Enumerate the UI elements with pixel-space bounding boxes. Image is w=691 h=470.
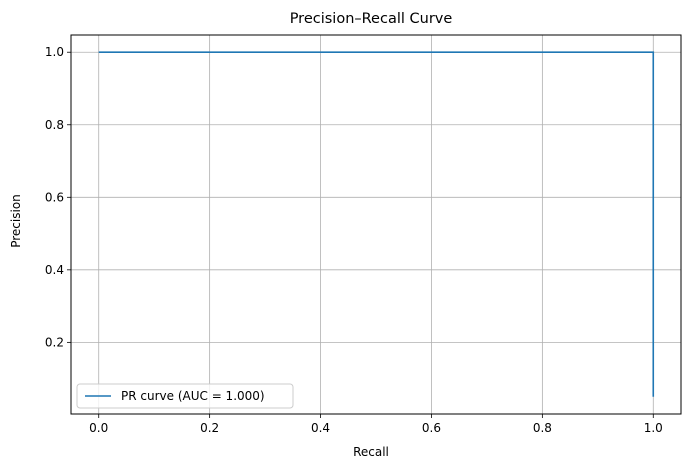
x-tick-label: 0.6 (422, 421, 441, 435)
x-tick-label: 0.8 (533, 421, 552, 435)
legend-box (76, 383, 294, 409)
x-tick-label: 1.0 (644, 421, 663, 435)
y-tick-label: 0.6 (45, 190, 64, 204)
plot-frame (70, 34, 682, 415)
x-axis-title: Recall (353, 445, 389, 459)
legend-label: PR curve (AUC = 1.000) (121, 389, 265, 403)
plot-area (71, 35, 681, 414)
chart-title: Precision–Recall Curve (290, 11, 453, 27)
series-group (98, 51, 655, 397)
y-axis-title: Precision (9, 194, 23, 248)
y-tick-label: 0.8 (45, 118, 64, 132)
y-tick-label: 0.4 (45, 263, 64, 277)
x-tick-label: 0.2 (200, 421, 219, 435)
x-tick-label: 0.0 (89, 421, 108, 435)
pr-curve-line (98, 51, 655, 397)
y-tick-label: 0.2 (45, 335, 64, 349)
y-axis: 0.2 0.4 0.6 0.8 1.0 (45, 45, 71, 349)
x-axis: 0.0 0.2 0.4 0.6 0.8 1.0 (89, 414, 663, 435)
legend: PR curve (AUC = 1.000) (76, 383, 294, 409)
y-tick-label: 1.0 (45, 45, 64, 59)
x-tick-label: 0.4 (311, 421, 330, 435)
